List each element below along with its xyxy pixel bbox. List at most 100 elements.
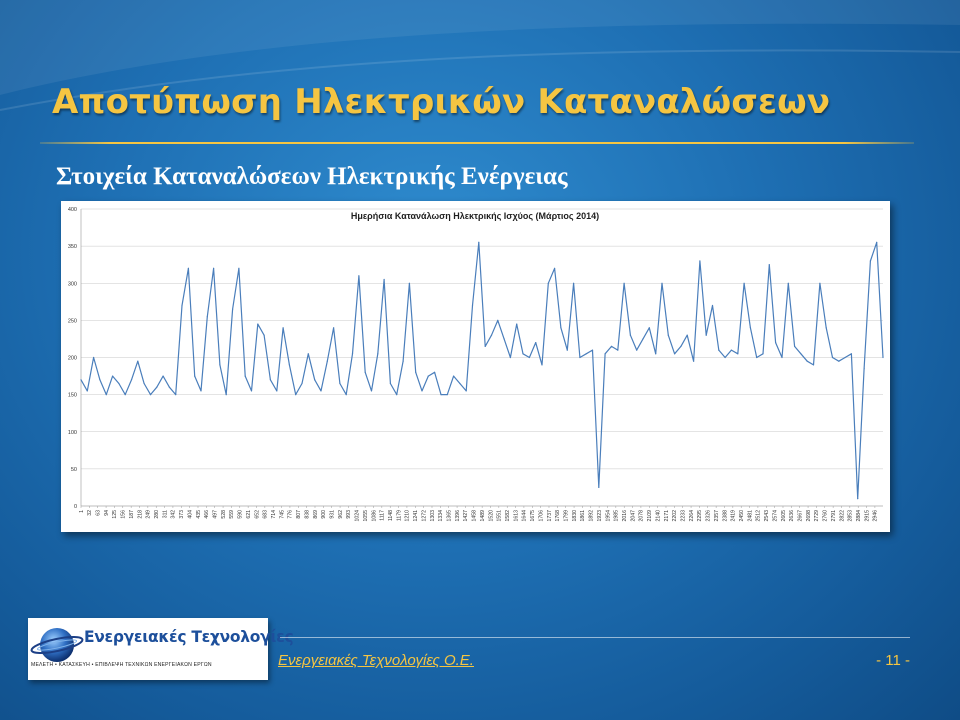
data-point [604, 353, 606, 355]
x-tick-label: 1241 [413, 510, 419, 522]
x-tick-label: 2512 [756, 510, 762, 522]
data-point [149, 394, 152, 396]
data-point [699, 260, 701, 262]
x-tick-label: 187 [129, 510, 135, 519]
data-point [434, 371, 436, 373]
data-point [730, 349, 733, 351]
y-tick-label: 350 [68, 244, 77, 250]
x-tick-label: 1024 [355, 510, 361, 522]
data-point [838, 360, 840, 362]
chart-title: Ημερήσια Κατανάλωση Ηλεκτρικής Ισχύος (Μ… [351, 211, 599, 221]
data-point [591, 349, 594, 351]
x-tick-label: 838 [304, 510, 310, 519]
x-tick-label: 218 [137, 510, 143, 519]
data-point [819, 282, 821, 284]
data-point [415, 371, 417, 373]
data-point [509, 356, 511, 359]
chart-gridlines [80, 208, 883, 508]
data-point [743, 282, 745, 284]
data-point [301, 382, 303, 385]
slide-title: Αποτύπωση Ηλεκτρικών Καταναλώσεων [52, 82, 831, 122]
data-point [598, 486, 600, 488]
data-point [667, 334, 669, 336]
x-tick-label: 1148 [388, 510, 394, 521]
data-point [295, 394, 297, 396]
x-tick-label: 1892 [589, 510, 595, 522]
globe-icon [30, 628, 84, 662]
x-tick-label: 2481 [747, 510, 753, 522]
data-point [806, 360, 808, 362]
x-tick-label: 2791 [831, 510, 837, 522]
x-tick-label: 1210 [405, 510, 411, 522]
data-point [863, 368, 865, 370]
x-tick-label: 435 [196, 510, 202, 519]
data-point [471, 304, 474, 307]
data-point [490, 334, 493, 336]
data-point [812, 364, 815, 366]
data-point [503, 338, 505, 340]
x-tick-label: 94 [104, 510, 110, 516]
x-tick-label: 2760 [823, 510, 829, 522]
x-tick-label: 1954 [605, 510, 611, 522]
data-point [718, 349, 720, 351]
x-tick-label: 1551 [497, 510, 503, 522]
data-point [478, 241, 480, 243]
x-tick-label: 869 [313, 510, 319, 519]
data-point [781, 356, 783, 359]
x-tick-label: 2047 [630, 510, 636, 522]
x-tick-label: 1489 [480, 510, 486, 522]
x-tick-label: 156 [121, 510, 127, 519]
data-point [857, 498, 859, 500]
data-point [383, 278, 385, 281]
data-point [453, 375, 455, 377]
data-point [737, 353, 739, 355]
x-tick-label: 1985 [614, 510, 620, 522]
x-tick-label: 1830 [572, 510, 578, 522]
x-tick-label: 2295 [697, 510, 703, 522]
y-tick-label: 300 [68, 281, 77, 287]
data-point [200, 390, 202, 392]
y-tick-label: 250 [68, 318, 77, 324]
x-tick-label: 1644 [522, 510, 528, 522]
x-tick-label: 993 [346, 510, 352, 519]
data-point [389, 382, 391, 385]
x-tick-label: 807 [296, 510, 302, 519]
x-tick-label: 2109 [647, 510, 653, 522]
data-point [648, 327, 650, 329]
data-point [282, 327, 284, 329]
data-point [661, 282, 663, 284]
data-point [93, 356, 95, 359]
x-tick-label: 2264 [689, 510, 695, 522]
data-point [339, 382, 341, 385]
x-tick-label: 2202 [672, 510, 678, 522]
data-point [484, 345, 486, 347]
x-tick-label: 2884 [856, 510, 862, 522]
x-tick-label: 2388 [722, 510, 728, 522]
data-point [269, 379, 271, 381]
data-point [377, 353, 379, 355]
data-point [629, 334, 632, 336]
x-tick-label: 900 [321, 510, 327, 519]
y-tick-label: 100 [68, 430, 77, 436]
x-tick-label: 1086 [371, 510, 377, 522]
x-tick-label: 1799 [564, 510, 570, 522]
page-number: - 11 - [876, 652, 910, 669]
data-point [844, 356, 846, 359]
data-point [680, 345, 682, 347]
company-logo: Ενεργειακές Τεχνολογίες ΜΕΛΕΤΗ • ΚΑΤΑΣΚΕ… [28, 618, 294, 680]
x-tick-label: 280 [154, 510, 160, 519]
data-point [459, 382, 461, 385]
x-tick-label: 2698 [806, 510, 812, 522]
data-point [869, 260, 872, 262]
data-point [80, 379, 82, 381]
y-tick-label: 50 [71, 467, 77, 473]
x-tick-label: 2140 [655, 510, 661, 522]
data-point [232, 308, 234, 310]
x-tick-label: 1706 [538, 510, 544, 522]
x-tick-label: 1055 [363, 510, 369, 522]
data-point [497, 319, 499, 321]
x-tick-label: 1923 [597, 510, 603, 522]
data-point [213, 267, 215, 269]
data-point [756, 356, 758, 359]
y-tick-label: 200 [68, 356, 77, 362]
